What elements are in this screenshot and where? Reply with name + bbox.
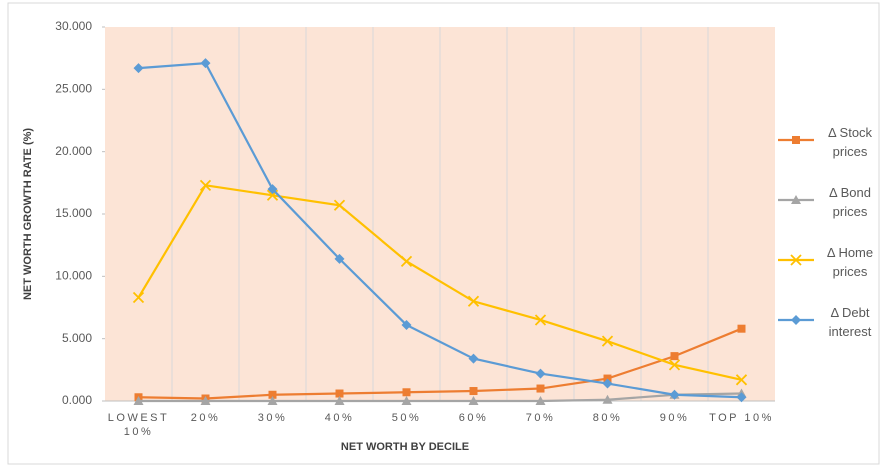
marker [791, 315, 801, 325]
marker [401, 319, 412, 330]
x-tick-label: 30% [257, 412, 288, 424]
marker [736, 392, 747, 403]
marker [536, 384, 545, 393]
marker [267, 184, 278, 195]
marker [602, 378, 613, 389]
series [134, 324, 746, 403]
y-tick-label: 25.000 [55, 82, 92, 96]
marker [334, 396, 345, 405]
series [133, 58, 747, 403]
marker [132, 291, 145, 304]
line [138, 62, 742, 399]
marker [535, 396, 546, 405]
x-tick-label: 60% [458, 412, 489, 424]
line [138, 392, 742, 403]
legend-label: Δ Debt interest [828, 305, 872, 339]
marker [468, 396, 479, 405]
marker [535, 368, 546, 379]
marker [668, 359, 681, 371]
x-tick-label: TOP 10% [709, 412, 774, 424]
marker [334, 253, 345, 264]
y-tick-label: 5.000 [62, 331, 92, 345]
y-tick-label: 15.000 [55, 206, 92, 220]
x-tick-label: 80% [592, 412, 623, 424]
marker [200, 58, 211, 69]
x-tick-label: LOWEST 10% [107, 412, 170, 438]
marker [467, 295, 480, 307]
marker [200, 396, 211, 405]
marker [133, 396, 144, 405]
x-tick-label: 20% [190, 412, 221, 424]
marker [735, 374, 748, 386]
marker [791, 195, 801, 204]
marker [468, 353, 479, 364]
legend-label: Δ Stock prices [827, 125, 873, 159]
marker [402, 388, 411, 397]
series [132, 179, 748, 386]
marker [792, 136, 800, 144]
marker [669, 389, 680, 400]
marker [199, 179, 212, 191]
marker [737, 324, 746, 333]
marker [670, 352, 679, 361]
y-tick-label: 30.000 [55, 19, 92, 33]
y-axis-title: NET WORTH GROWTH RATE (%) [22, 128, 34, 300]
marker [401, 396, 412, 405]
marker [601, 335, 614, 347]
marker [602, 394, 613, 404]
marker [790, 254, 802, 266]
legend-label: Δ Home prices [826, 245, 874, 279]
marker [335, 389, 344, 398]
marker [534, 314, 547, 326]
y-tick-label: 0.000 [62, 393, 92, 407]
marker [267, 396, 278, 405]
marker [133, 63, 144, 74]
marker [469, 387, 478, 396]
x-axis-title: NET WORTH BY DECILE [341, 441, 469, 453]
y-tick-label: 10.000 [55, 269, 92, 283]
x-tick-label: 90% [659, 412, 690, 424]
marker [268, 390, 277, 399]
x-tick-label: 40% [324, 412, 355, 424]
legend-label: Δ Bond prices [829, 185, 871, 219]
x-tick-label: 50% [391, 412, 422, 424]
x-tick-label: 70% [525, 412, 556, 424]
marker [333, 199, 346, 211]
line [137, 184, 742, 381]
line [138, 327, 742, 400]
y-tick-label: 20.000 [55, 144, 92, 158]
marker [400, 255, 413, 268]
